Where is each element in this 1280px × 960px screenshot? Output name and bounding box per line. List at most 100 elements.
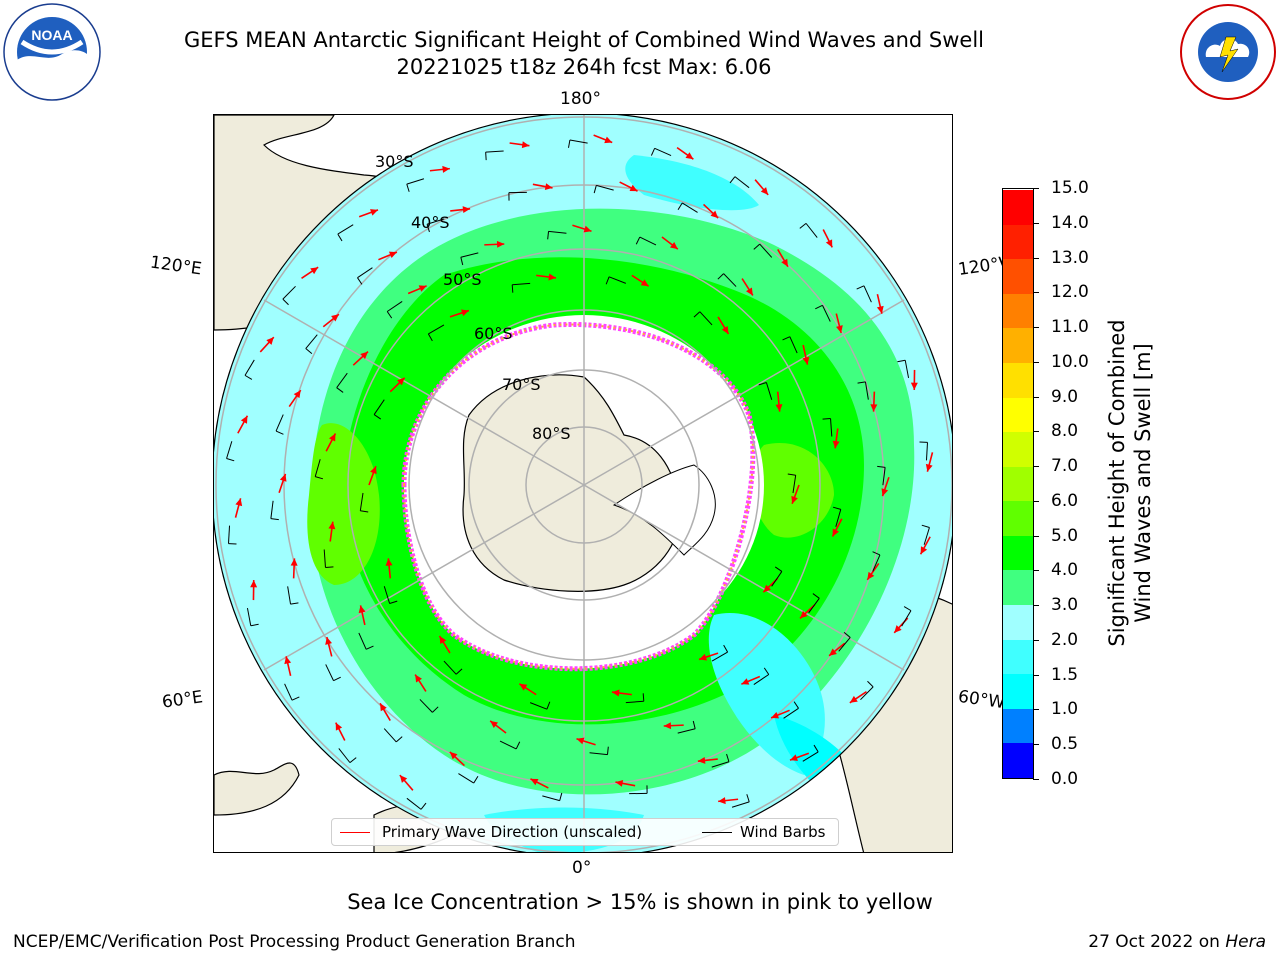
colorbar-segment [1003,327,1033,363]
wave-arrow [919,536,931,555]
colorbar-tick [1033,431,1039,433]
wave-arrow [379,702,391,721]
wave-arrow [489,720,507,734]
lon-label-60w: 60°W [956,686,1007,714]
wave-arrow [414,674,427,692]
wave-arrow [429,165,450,173]
legend-barb-line [702,832,732,833]
colorbar-tick-label: 13.0 [1051,247,1089,268]
wave-arrow [322,313,340,328]
wind-barb [460,252,479,266]
colorbar-segment [1003,500,1033,536]
wave-arrow [328,521,336,542]
footer-date-text: 27 Oct 2022 on [1088,932,1226,952]
wave-arrow [881,476,890,497]
wave-arrow [301,266,319,279]
wave-arrow [532,183,553,191]
colorbar-tick-label: 3.0 [1051,595,1079,616]
colorbar-segment [1003,535,1033,571]
wind-barb [568,139,588,148]
colorbar [1002,188,1034,779]
wave-arrow [438,635,451,654]
wind-barb [406,797,427,810]
colorbar-segment [1003,466,1033,502]
colorbar-title: Significant Height of Combined Wind Wave… [1100,188,1160,779]
wind-barb [822,418,833,437]
lon-label-120e: 120°E [148,252,203,280]
lon-label-60e: 60°E [160,687,205,713]
footer-host: Hera [1225,932,1266,952]
wave-arrow [754,179,769,196]
wind-barb [872,551,881,572]
footer-date: 27 Oct 2022 on Hera [1088,932,1266,952]
colorbar-tick [1033,257,1039,259]
wind-barb [799,222,818,238]
colorbar-segment [1003,224,1033,260]
colorbar-tick [1033,327,1039,329]
chart-title: GEFS MEAN Antarctic Significant Height o… [183,28,985,52]
legend-wave-label: Primary Wave Direction (unscaled) [382,823,643,841]
wind-barb [717,273,737,287]
wind-barb [508,191,527,201]
wind-barb [677,720,696,734]
colorbar-tick [1033,570,1039,572]
footer-credit: NCEP/EMC/Verification Post Processing Pr… [13,932,576,952]
colorbar-tick [1033,361,1039,363]
wind-barb [275,414,284,435]
wind-barb [919,441,928,461]
colorbar-tick-label: 1.5 [1051,664,1079,685]
wave-arrow [449,751,465,767]
wave-arrow [802,344,810,365]
wave-arrow [831,518,843,537]
wave-arrow [284,656,292,677]
colorbar-tick-label: 6.0 [1051,490,1079,511]
colorbar-segment [1003,258,1033,294]
colorbar-tick [1033,605,1039,607]
polar-map [213,114,953,853]
wind-barb [529,701,551,710]
wind-barb [897,359,910,379]
wave-arrow [698,652,719,661]
colorbar-tick-label: 9.0 [1051,386,1079,407]
wind-barb [383,728,403,743]
colorbar-tick [1033,396,1039,398]
wind-barb [383,586,398,604]
wave-arrow [741,278,754,296]
wave-arrow [697,756,718,764]
wind-barb [693,311,713,326]
wind-barb [901,606,912,627]
colorbar-tick [1033,188,1039,189]
wave-arrow [663,722,684,730]
wave-arrow [335,722,346,741]
wind-barb [357,267,373,285]
wind-barb [325,664,341,682]
wind-barb [499,740,521,750]
wave-arrow [530,778,549,789]
lon-label-0: 0° [572,858,592,878]
colorbar-tick [1033,639,1039,641]
wind-barb [625,693,645,704]
wave-arrow [717,316,730,335]
wind-barb [426,218,445,233]
colorbar-tick-label: 11.0 [1051,317,1089,338]
wind-barb [323,549,334,568]
wave-arrow [849,691,867,704]
wave-arrow [325,636,333,657]
wave-arrow [619,181,638,192]
wind-barb [877,465,886,486]
wind-barb [802,744,819,762]
colorbar-ticks: 0.0 0.5 1.0 1.5 2.0 3.0 4.0 5.0 6.0 7.0 8.0 9.0 10.0… [1033,178,1093,789]
wave-arrow [325,433,337,452]
lon-label-180: 180° [560,89,601,109]
colorbar-segment [1003,604,1033,640]
wind-barb [358,632,374,650]
wind-barb [228,525,237,545]
wind-barb [787,473,797,494]
colorbar-tick-label: 8.0 [1051,421,1079,442]
wave-arrow [770,709,790,719]
colorbar-tick-label: 0.0 [1051,769,1079,789]
wind-barb [832,506,842,527]
wave-arrow [828,642,846,657]
wind-barb [338,748,357,764]
colorbar-segment [1003,708,1033,744]
